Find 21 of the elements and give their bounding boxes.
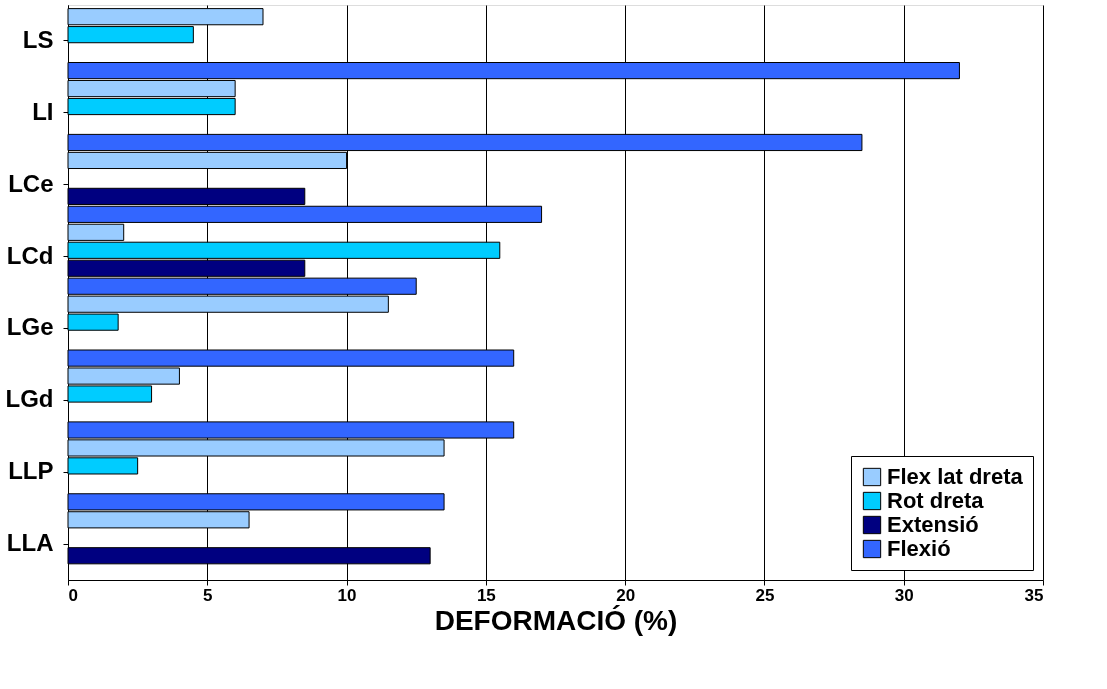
x-tick-label: 0 [68, 585, 78, 605]
x-tick-label: 5 [203, 585, 213, 605]
y-tick-label: LS [22, 25, 54, 53]
legend-label: Flexió [887, 536, 951, 561]
x-tick-label: 25 [755, 585, 775, 605]
y-tick-label: LI [32, 97, 54, 125]
x-tick-label: 15 [476, 585, 496, 605]
x-tick-label: 10 [337, 585, 357, 605]
y-tick-label: LCe [8, 169, 54, 197]
x-tick-label: 35 [1024, 585, 1044, 605]
y-tick-label: LGd [5, 385, 54, 413]
y-tick-label: LCd [6, 241, 54, 269]
legend-label: Flex lat dreta [887, 464, 1024, 489]
y-tick-label: LGe [6, 313, 54, 341]
x-tick-label: 20 [616, 585, 636, 605]
y-tick-label: LLP [8, 457, 54, 485]
y-tick-label: LLA [6, 529, 54, 557]
x-axis-title: DEFORMACIÓ (%) [434, 604, 678, 636]
legend-label: Rot dreta [887, 488, 985, 513]
legend-label: Extensió [887, 512, 979, 537]
x-tick-label: 30 [894, 585, 914, 605]
